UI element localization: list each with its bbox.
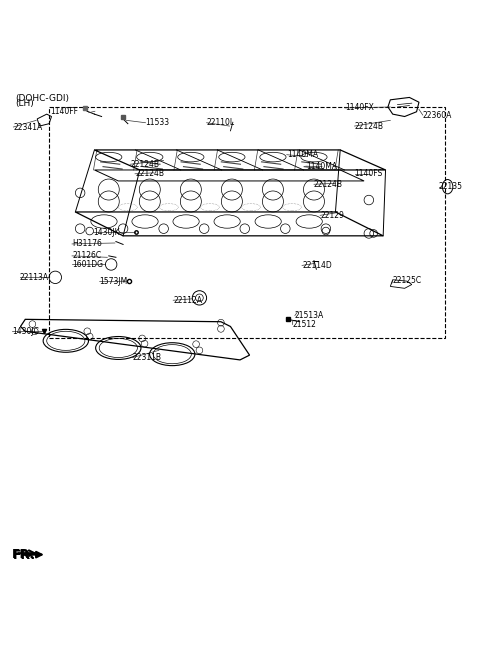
Text: 22125C: 22125C — [393, 276, 422, 285]
Text: 1140MA: 1140MA — [306, 162, 337, 170]
Text: 1140MA: 1140MA — [287, 150, 318, 159]
Text: 22110L: 22110L — [206, 118, 235, 127]
Text: 1430JC: 1430JC — [12, 326, 39, 336]
Text: 1140FX: 1140FX — [345, 103, 374, 112]
Text: 1573JM: 1573JM — [100, 277, 128, 286]
Text: 22341A: 22341A — [13, 123, 43, 131]
Text: 21126C: 21126C — [72, 251, 101, 261]
Text: 22124B: 22124B — [314, 180, 343, 189]
Text: 22124B: 22124B — [355, 121, 384, 131]
Text: (LH): (LH) — [16, 99, 35, 108]
Text: 11533: 11533 — [145, 118, 169, 127]
Text: 22311B: 22311B — [132, 353, 162, 362]
Text: 22360A: 22360A — [423, 110, 452, 119]
Text: 22124B: 22124B — [130, 160, 159, 168]
Text: H31176: H31176 — [72, 240, 102, 248]
Text: 1140FF: 1140FF — [50, 107, 78, 116]
Text: 22124B: 22124B — [135, 169, 164, 178]
Text: 22135: 22135 — [439, 182, 463, 191]
Text: 1601DG: 1601DG — [72, 260, 103, 269]
Text: 22113A: 22113A — [20, 273, 48, 282]
Text: 22112A: 22112A — [173, 296, 202, 305]
Text: FR.: FR. — [12, 548, 35, 561]
Text: 21513A: 21513A — [295, 311, 324, 320]
Text: (DOHC-GDI): (DOHC-GDI) — [16, 95, 70, 103]
Text: FR.: FR. — [13, 549, 36, 562]
Text: 1430JK: 1430JK — [93, 228, 120, 237]
Text: 21512: 21512 — [292, 319, 316, 328]
Text: 22129: 22129 — [320, 211, 344, 220]
Text: 1140FS: 1140FS — [355, 169, 383, 178]
Text: 22114D: 22114D — [302, 261, 332, 270]
